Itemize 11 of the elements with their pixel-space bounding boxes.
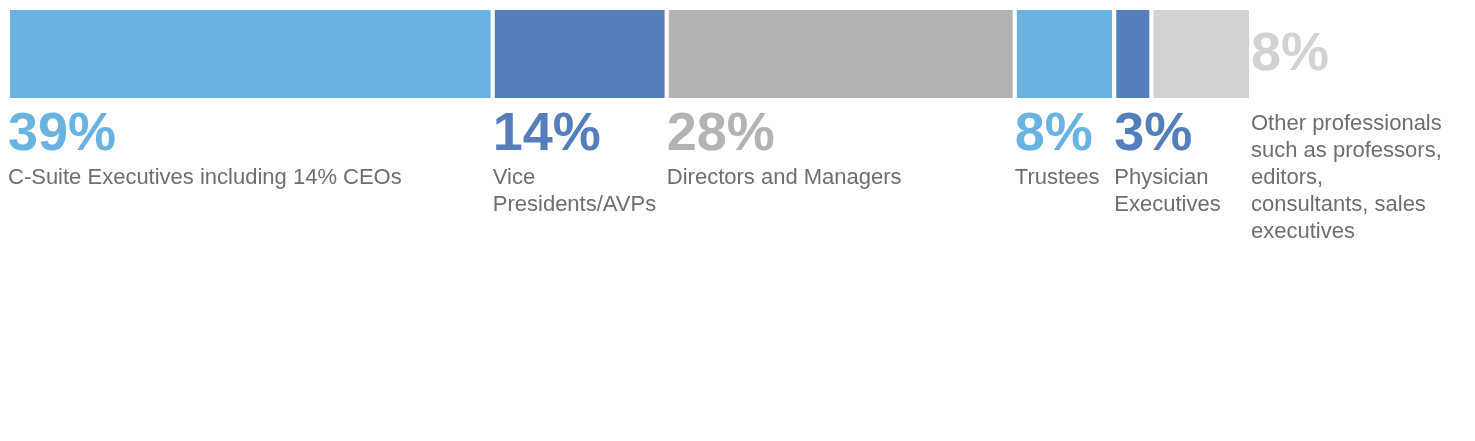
data-label: 14% bbox=[492, 101, 601, 161]
data-label: 28% bbox=[666, 101, 775, 161]
text: Vice Presidents/AVPs bbox=[492, 164, 657, 216]
data-label: 39% bbox=[8, 101, 117, 161]
data-label: 8% bbox=[1014, 101, 1093, 161]
text: Physician Executives bbox=[1114, 164, 1221, 216]
text: Directors and Managers bbox=[666, 164, 902, 189]
text: Trustees bbox=[1014, 164, 1100, 189]
series-label: Other professionals such as professors, editors, consultants, sales executives bbox=[1251, 110, 1442, 243]
data-label: 3% bbox=[1114, 101, 1193, 161]
text: C-Suite Executives including 14% CEOs bbox=[8, 164, 402, 189]
